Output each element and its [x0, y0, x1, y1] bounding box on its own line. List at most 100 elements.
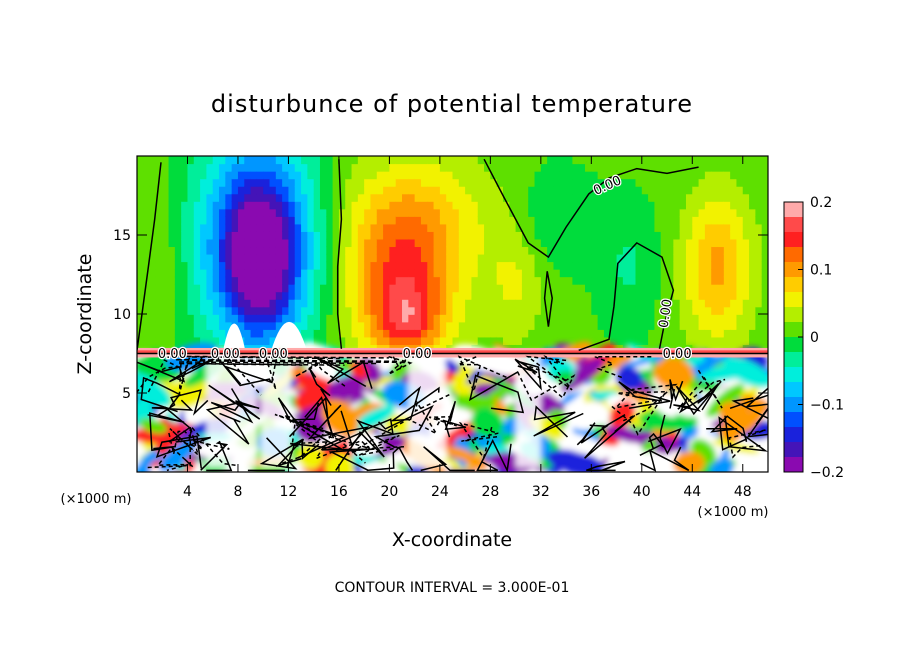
field-cell — [692, 284, 700, 293]
field-cell — [496, 246, 504, 255]
field-cell — [578, 261, 586, 270]
field-cell — [465, 314, 473, 323]
field-cell — [149, 201, 157, 210]
field-cell — [313, 321, 321, 330]
field-cell — [603, 276, 611, 285]
field-cell — [225, 306, 233, 315]
field-cell — [338, 186, 346, 195]
field-cell — [749, 178, 756, 187]
field-cell — [667, 171, 674, 180]
field-cell — [566, 306, 573, 315]
field-cell — [402, 321, 409, 330]
field-cell — [730, 216, 738, 225]
field-cell — [711, 231, 719, 240]
field-cell — [345, 284, 353, 293]
field-cell — [200, 186, 208, 195]
field-cell — [193, 276, 201, 285]
field-cell — [408, 231, 416, 240]
field-cell — [395, 306, 403, 315]
field-cell — [673, 253, 681, 263]
field-cell — [408, 299, 416, 308]
field-cell — [717, 231, 725, 240]
field-cell — [528, 321, 536, 330]
field-cell — [585, 156, 592, 165]
field-cell — [250, 201, 258, 210]
x-unit-label-left: (×1000 m) — [61, 492, 132, 507]
field-cell — [749, 238, 756, 248]
field-cell — [711, 329, 719, 338]
field-cell — [301, 238, 308, 248]
field-cell — [408, 163, 416, 172]
field-cell — [212, 231, 220, 240]
field-cell — [351, 171, 359, 180]
field-cell — [547, 269, 555, 278]
field-cell — [761, 216, 768, 225]
field-cell — [465, 231, 473, 240]
field-cell — [162, 201, 170, 210]
field-cell — [465, 193, 473, 202]
field-cell — [635, 321, 643, 330]
field-cell — [730, 193, 738, 202]
field-cell — [553, 329, 561, 338]
field-cell — [319, 299, 327, 308]
field-cell — [149, 314, 157, 323]
field-cell — [275, 216, 283, 225]
field-cell — [237, 238, 245, 248]
x-tick-label: 28 — [481, 484, 499, 500]
contour-line — [277, 397, 320, 423]
field-cell — [446, 186, 454, 195]
field-cell — [351, 269, 359, 278]
field-cell — [357, 238, 365, 248]
field-cell — [364, 321, 372, 330]
field-cell — [591, 223, 599, 232]
field-cell — [319, 186, 327, 195]
field-cell — [212, 201, 220, 210]
field-cell — [433, 163, 441, 172]
field-cell — [200, 216, 208, 225]
field-cell — [692, 329, 700, 338]
field-cell — [446, 208, 454, 217]
field-cell — [149, 329, 157, 338]
field-cell — [282, 156, 290, 165]
field-cell — [338, 253, 346, 263]
field-cell — [149, 306, 157, 315]
field-cell — [193, 208, 201, 217]
field-cell — [282, 246, 290, 255]
field-cell — [685, 208, 693, 217]
field-cell — [193, 171, 201, 180]
field-cell — [402, 246, 409, 255]
field-cell — [149, 246, 157, 255]
field-cell — [313, 276, 321, 285]
field-cell — [307, 163, 315, 172]
contour-label: 0.00 — [259, 347, 288, 362]
field-cell — [635, 299, 643, 308]
field-cell — [610, 201, 618, 210]
field-cell — [231, 223, 239, 232]
field-cell — [149, 336, 157, 345]
field-cell — [155, 186, 163, 195]
field-cell — [458, 208, 466, 217]
field-cell — [521, 231, 529, 240]
field-cell — [641, 329, 649, 338]
field-cell — [521, 178, 529, 187]
field-cell — [332, 299, 340, 308]
field-cell — [408, 171, 416, 180]
field-cell — [578, 276, 586, 285]
field-cell — [629, 201, 637, 210]
field-cell — [414, 314, 422, 323]
field-cell — [181, 208, 189, 217]
field-cell — [301, 261, 308, 270]
field-cell — [566, 193, 573, 202]
contour-line — [639, 432, 665, 456]
field-cell — [414, 223, 422, 232]
field-cell — [193, 238, 201, 248]
contour-line — [170, 355, 389, 359]
field-cell — [193, 246, 201, 255]
field-cell — [143, 208, 151, 217]
colorbar-swatch — [784, 367, 803, 383]
field-cell — [471, 156, 479, 165]
field-cell — [168, 306, 176, 315]
field-cell — [313, 216, 321, 225]
field-cell — [515, 336, 523, 345]
field-cell — [389, 314, 397, 323]
